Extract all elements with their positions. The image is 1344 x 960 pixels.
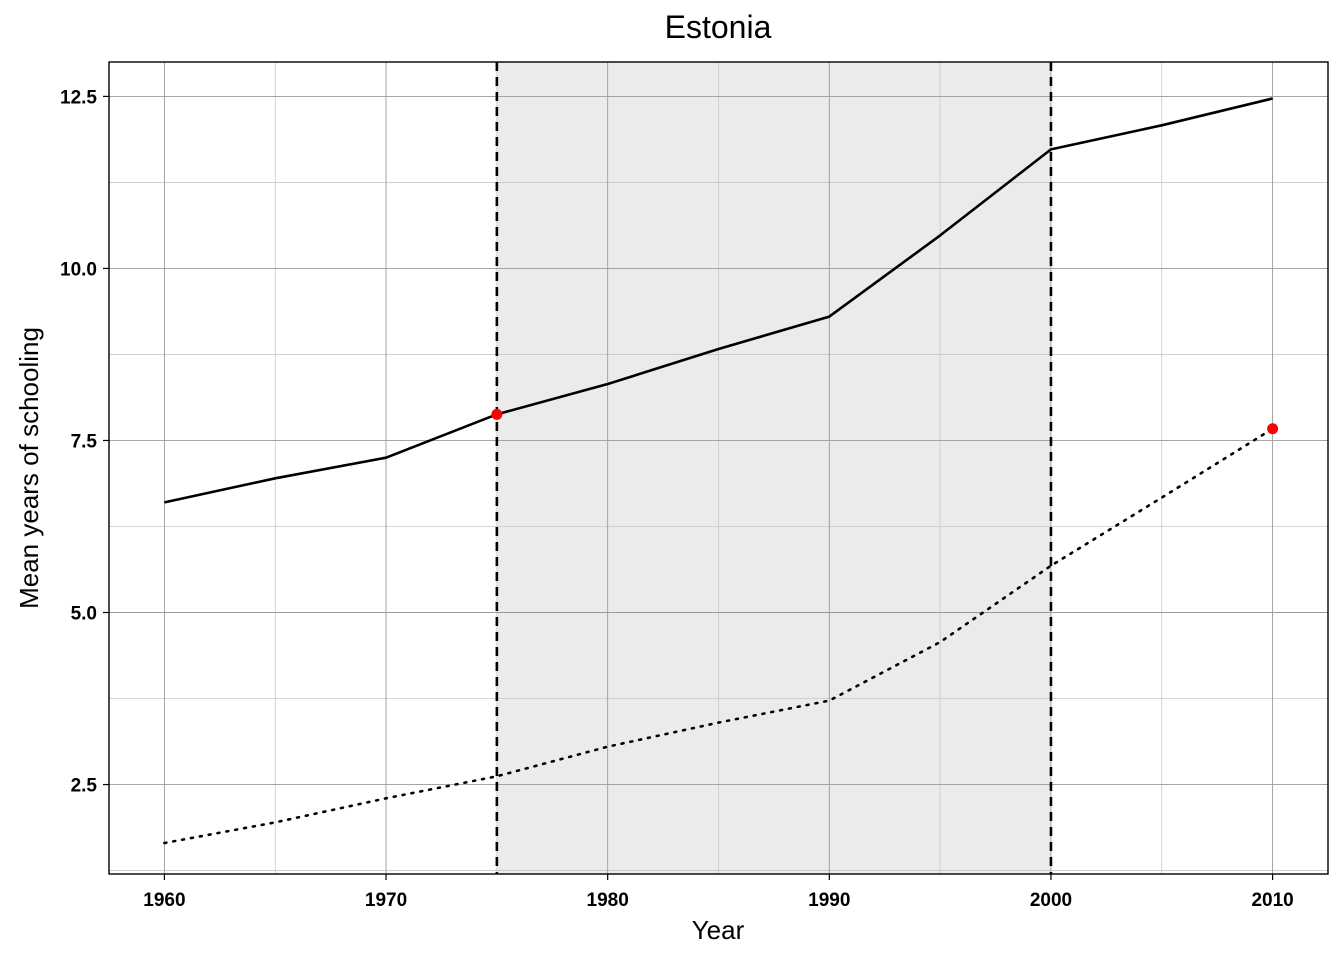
x-tick-label: 2000 [1030,890,1072,911]
panel-border [108,61,1329,875]
highlight-point [491,408,503,420]
y-tick-label: 2.5 [71,776,98,797]
y-tick-label: 7.5 [71,431,98,452]
y-tick-label: 12.5 [60,87,97,108]
series-line-solid [164,97,1273,504]
x-tick-label: 2010 [1251,890,1293,911]
series-line-dotted [163,427,1274,845]
shaded-period [496,62,1051,874]
plot-area: 1960 1970 1980 1990 2000 2010 2.5 5.0 7.5 10.0 12.… [60,61,1329,911]
y-tick-label: 5.0 [71,604,97,625]
x-axis-title: Year [692,915,745,945]
x-tick-label: 1960 [143,890,185,911]
x-tick-label: 1980 [587,890,629,911]
x-tick-label: 1970 [365,890,407,911]
y-axis-title: Mean years of schooling [14,327,44,609]
highlight-point [1267,423,1279,435]
y-tick-label: 10.0 [60,259,97,280]
chart-title: Estonia [665,9,772,45]
x-tick-label: 1990 [808,890,850,911]
